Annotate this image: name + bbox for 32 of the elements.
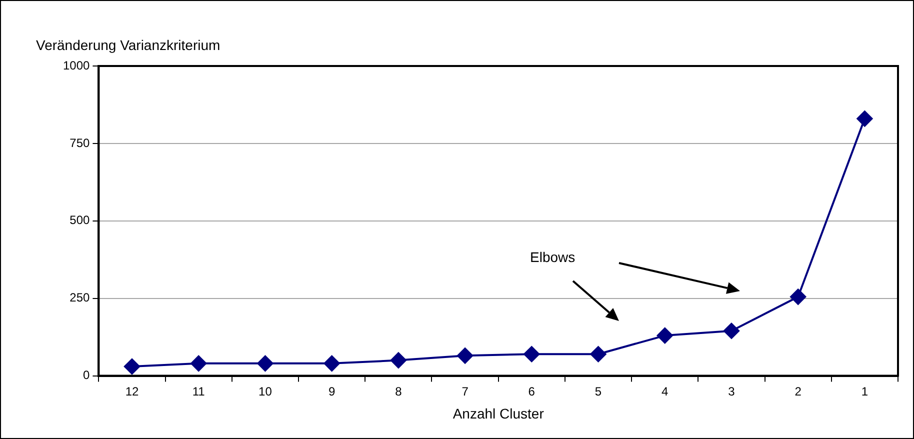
point bbox=[257, 355, 274, 372]
y-tick-label: 1000 bbox=[62, 58, 90, 72]
annotation: Elbows bbox=[530, 249, 576, 265]
y-tick-label: 0 bbox=[83, 368, 90, 382]
y-axis-title: Veränderung Varianzkriterium bbox=[36, 37, 220, 53]
x-tick-label: 3 bbox=[728, 384, 736, 398]
x-tick-label: 10 bbox=[258, 384, 272, 398]
x-axis-title: Anzahl Cluster bbox=[452, 405, 544, 422]
point bbox=[324, 355, 340, 372]
point bbox=[390, 352, 406, 368]
y-tick-label: 250 bbox=[70, 290, 90, 305]
point bbox=[790, 288, 806, 305]
point bbox=[524, 346, 540, 362]
x-tick-label: 11 bbox=[192, 384, 206, 398]
x-tick-label: 9 bbox=[328, 384, 336, 398]
point bbox=[723, 322, 740, 339]
x-tick-label: 7 bbox=[462, 384, 469, 398]
y-tick-label: 500 bbox=[70, 213, 90, 228]
x-tick-label: 5 bbox=[594, 384, 602, 398]
point bbox=[856, 110, 873, 127]
point bbox=[656, 328, 673, 344]
x-tick-label: 8 bbox=[395, 384, 402, 398]
x-tick-label: 1 bbox=[861, 384, 868, 398]
point bbox=[457, 348, 474, 364]
x-tick-label: 4 bbox=[662, 384, 669, 398]
y-tick-label: 750 bbox=[70, 136, 90, 150]
x-tick-label: 6 bbox=[528, 384, 536, 398]
point bbox=[124, 358, 140, 375]
point bbox=[190, 355, 207, 372]
x-tick-label: 12 bbox=[125, 384, 139, 398]
x-tick-label: 2 bbox=[794, 384, 802, 398]
point bbox=[590, 346, 606, 362]
